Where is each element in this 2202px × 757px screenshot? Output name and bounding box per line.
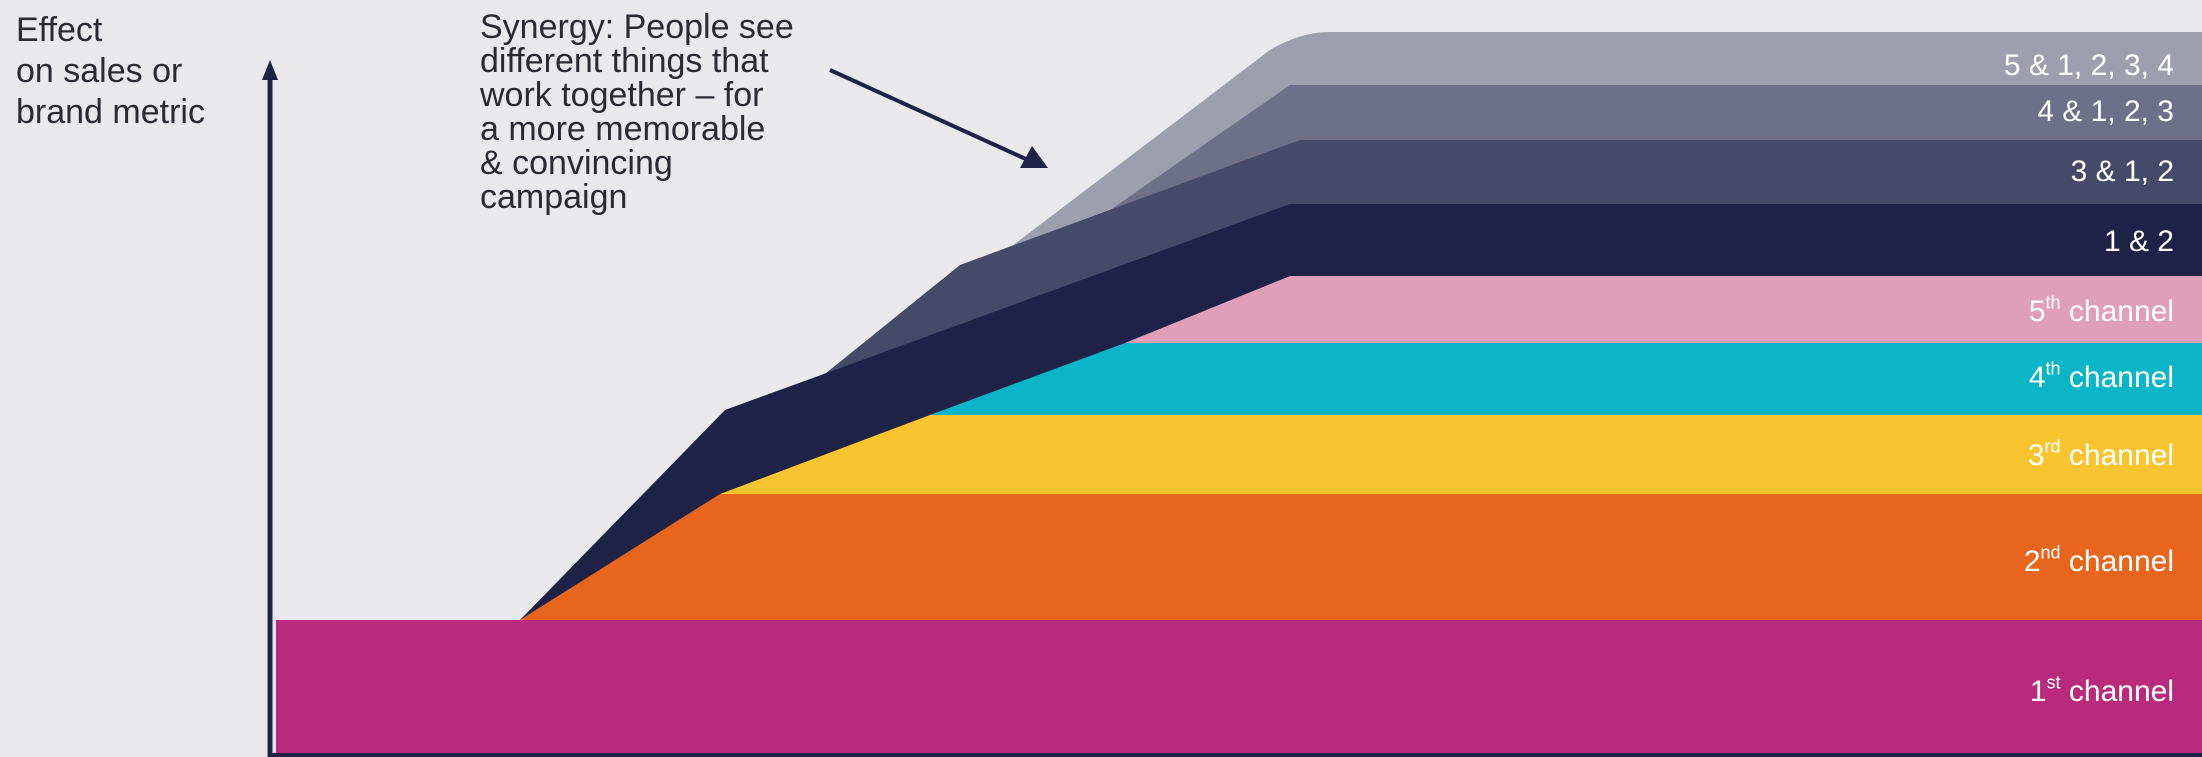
band-label-number: 2 [2023,545,2041,578]
band-label-ch4: 4th channel [2028,358,2174,395]
band-label-number: 5 [2028,295,2046,328]
annotation-line: campaign [480,178,628,216]
y-axis-label: Effect on sales or brand metric [16,10,205,133]
annotation-line: a more memorable [480,110,766,148]
band-label-text: 4 & 1, 2, 3 [2037,95,2174,128]
band-label-syn4: 4 & 1, 2, 3 [2037,95,2174,129]
band-ch1 [276,620,2202,755]
band-label-text: 3 & 1, 2 [2070,155,2174,188]
band-label-number: 3 [2027,439,2045,472]
y-axis-label-line: Effect [16,11,103,49]
band-ch2 [520,494,2202,620]
annotation-arrowhead [1020,146,1048,168]
band-label-text: 1 & 2 [2103,225,2174,258]
band-label-ch1: 1st channel [2029,672,2174,709]
band-label-syn3: 3 & 1, 2 [2071,155,2174,189]
y-axis-label-line: brand metric [16,93,205,131]
annotation-line: Synergy: People see [480,8,794,46]
y-axis-label-line: on sales or [16,52,183,90]
band-label-suffix: th [2045,358,2061,379]
band-label-suffix: th [2045,292,2061,313]
synergy-annotation: Synergy: People see different things tha… [480,10,794,214]
band-label-rest: channel [2060,675,2174,708]
band-label-rest: channel [2060,439,2174,472]
band-label-rest: channel [2060,361,2174,394]
band-label-suffix: rd [2044,436,2061,457]
band-label-ch3: 3rd channel [2027,436,2174,473]
annotation-line: work together – for [480,76,764,114]
band-label-number: 4 [2028,361,2046,394]
band-label-rest: channel [2060,545,2174,578]
band-label-syn12: 1 & 2 [2104,225,2174,259]
annotation-line: different things that [480,42,769,80]
band-label-rest: channel [2060,295,2174,328]
band-label-text: 5 & 1, 2, 3, 4 [2003,49,2174,82]
band-label-syn5: 5 & 1, 2, 3, 4 [2004,49,2174,83]
band-label-ch5: 5th channel [2028,292,2174,329]
band-label-ch2: 2nd channel [2023,542,2174,579]
band-label-suffix: st [2046,672,2061,693]
band-label-suffix: nd [2040,542,2061,563]
y-axis-arrowhead [262,60,278,80]
annotation-arrow-line [829,68,1029,162]
annotation-line: & convincing [480,144,673,182]
band-label-number: 1 [2029,675,2047,708]
